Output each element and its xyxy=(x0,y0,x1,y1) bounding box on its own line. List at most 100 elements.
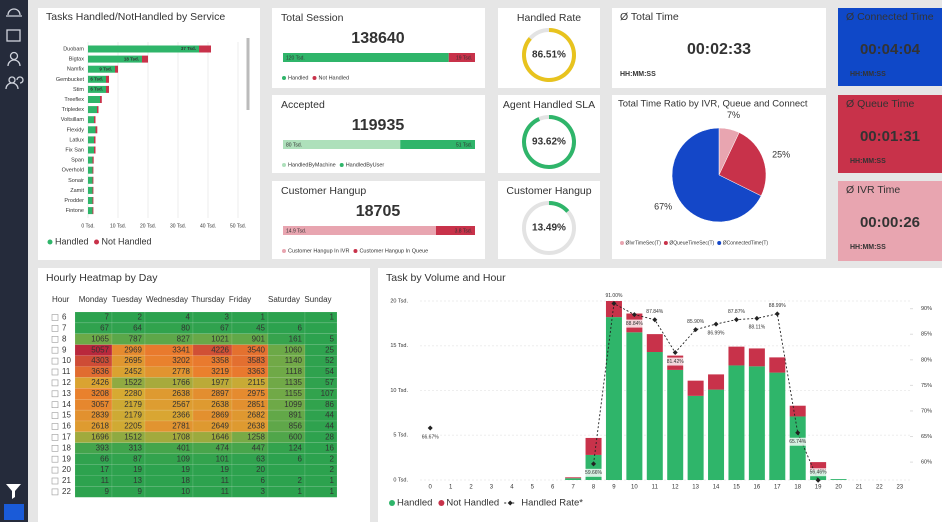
bar xyxy=(728,346,745,366)
row-hour: 14 xyxy=(62,400,71,409)
cell-value: 3363 xyxy=(247,367,265,376)
heat-cell xyxy=(304,442,338,454)
cell-value: 1065 xyxy=(91,334,109,343)
bar xyxy=(106,75,109,83)
bar xyxy=(92,186,94,194)
cell-value: 2366 xyxy=(172,411,190,420)
row-hour: 15 xyxy=(62,411,71,420)
row-hour: 21 xyxy=(62,476,71,485)
column-header: Wednesday xyxy=(146,295,188,304)
cell-value: 2638 xyxy=(211,400,229,409)
bar xyxy=(115,65,118,73)
time-card xyxy=(838,181,942,261)
gauge-title: Customer Hangup xyxy=(506,185,591,197)
legend-marker xyxy=(339,163,344,167)
icon-filter-active[interactable] xyxy=(4,504,24,520)
x-tick-label: 4 xyxy=(510,485,514,491)
bar xyxy=(92,176,94,184)
time-unit: HH:MM:SS xyxy=(850,244,886,251)
bar xyxy=(88,65,115,73)
cell-value: 45 xyxy=(256,323,265,332)
time-value: 00:02:33 xyxy=(687,41,751,58)
cell-value: 3057 xyxy=(91,400,109,409)
cell-value: 19 xyxy=(181,465,190,474)
time-title: Ø Queue Time xyxy=(846,98,914,110)
x-tick-label: 6 xyxy=(551,485,555,491)
data-label: 81.42% xyxy=(667,359,685,365)
cell-value: 3583 xyxy=(247,356,265,365)
time-unit: HH:MM:SS xyxy=(850,71,886,78)
bar xyxy=(769,372,786,480)
label-bg xyxy=(787,437,808,446)
cell-value: 600 xyxy=(289,432,303,441)
legend-marker xyxy=(717,241,722,245)
gauge-value: 93.62% xyxy=(532,137,566,148)
column-header: Hour xyxy=(52,295,70,304)
y-tick-label: Treeflex xyxy=(64,97,84,103)
y2-tick-label: 70% xyxy=(921,408,932,414)
panel-title: Hourly Heatmap by Day xyxy=(46,272,158,284)
icon-calendar[interactable] xyxy=(6,29,21,42)
expand-icon xyxy=(51,455,59,463)
expand-icon xyxy=(51,412,59,419)
expand-icon xyxy=(51,379,59,387)
icon-filter[interactable] xyxy=(6,484,21,499)
rate-point xyxy=(631,312,637,318)
cell-value: 80 xyxy=(181,323,190,332)
cell-value: 54 xyxy=(325,367,334,376)
panel-title: Tasks Handled/NotHandled by Service xyxy=(46,11,225,23)
panel xyxy=(272,95,485,173)
expand-icon xyxy=(51,477,59,485)
data-label: 14.9 Tsd. xyxy=(286,228,306,234)
cell-value: 313 xyxy=(129,443,143,452)
label-bg xyxy=(665,357,686,366)
cell-value: 52 xyxy=(325,356,334,365)
x-tick-label: 18 xyxy=(794,485,801,491)
y-tick-label: Overhold xyxy=(62,168,84,174)
heat-cell xyxy=(304,486,338,498)
cell-value: 2426 xyxy=(91,378,109,387)
cell-value: 107 xyxy=(321,389,335,398)
row-hour: 20 xyxy=(62,465,71,474)
x-tick-label: 3 xyxy=(490,485,494,491)
cell-value: 3540 xyxy=(247,345,265,354)
legend-marker xyxy=(438,500,445,506)
gauge-value: 86.51% xyxy=(532,50,566,61)
data-label: 66.67% xyxy=(422,434,440,440)
row-hour: 18 xyxy=(62,443,71,452)
cell-value: 787 xyxy=(129,334,143,343)
rate-point xyxy=(591,461,597,467)
legend-marker xyxy=(47,239,53,245)
x-tick-label: 20 Tsd. xyxy=(140,223,156,229)
y-tick-label: Bigtax xyxy=(69,57,85,63)
y-tick-label: 5 Tsd. xyxy=(393,433,408,439)
cell-value: 109 xyxy=(177,454,191,463)
data-label: 88.99% xyxy=(769,303,787,309)
cell-value: 19 xyxy=(220,465,229,474)
label-bg xyxy=(644,307,665,316)
icon-bell[interactable] xyxy=(6,8,22,17)
data-label: 65.74% xyxy=(789,439,807,445)
kpi-bar-segment xyxy=(283,140,401,149)
rate-line xyxy=(593,302,819,481)
rate-point xyxy=(795,430,801,436)
data-label: 19 Tsd. xyxy=(456,55,472,61)
legend-label: ØQueueTimeSec(T) xyxy=(669,240,714,246)
cell-value: 2280 xyxy=(124,389,142,398)
bar xyxy=(565,477,582,479)
heat-cell xyxy=(304,322,338,334)
label-bg xyxy=(706,329,727,338)
time-value: 00:01:31 xyxy=(860,128,920,145)
y-tick-label: Voltsillam xyxy=(61,117,85,123)
bar xyxy=(605,317,622,480)
cell-value: 2975 xyxy=(247,389,265,398)
y-tick-label: 15 Tsd. xyxy=(390,343,408,349)
column-header: Thursday xyxy=(191,295,224,304)
cell-value: 11 xyxy=(221,476,230,485)
cell-value: 57 xyxy=(325,378,334,387)
cell-value: 3208 xyxy=(91,389,109,398)
time-unit: HH:MM:SS xyxy=(850,158,886,165)
legend-label: Handled xyxy=(288,75,309,81)
cell-value: 67 xyxy=(220,323,229,332)
kpi-bar-segment xyxy=(435,226,475,235)
